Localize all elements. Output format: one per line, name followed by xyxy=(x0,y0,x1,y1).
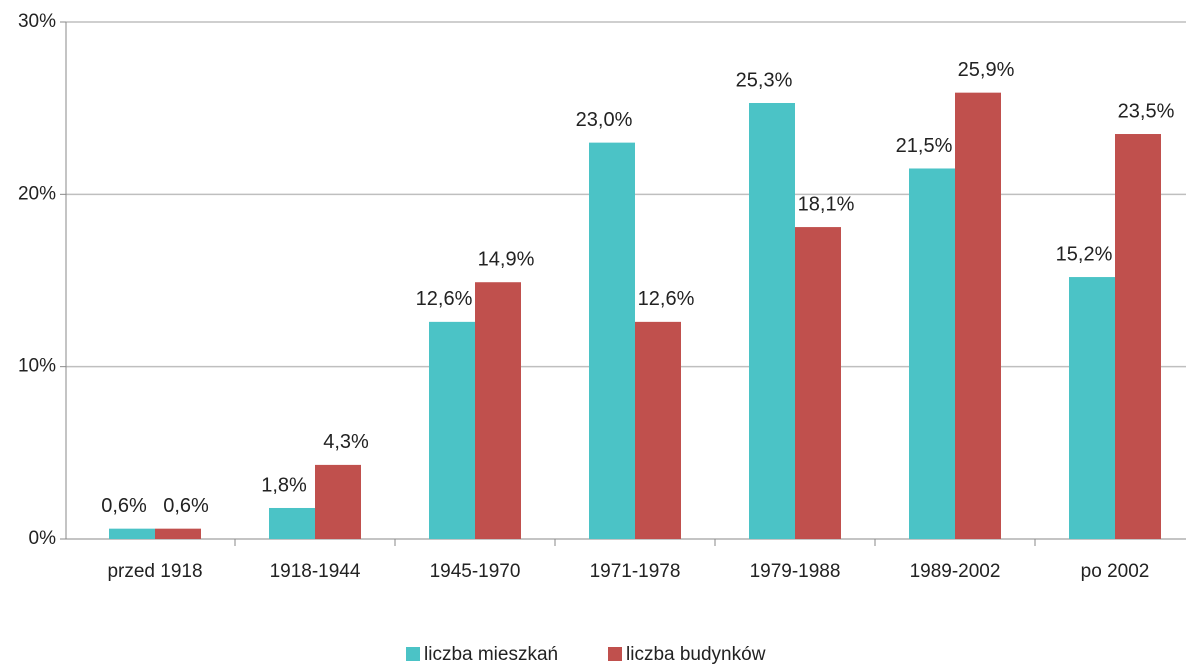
bar xyxy=(155,528,201,539)
bar xyxy=(429,321,475,539)
value-label: 21,5% xyxy=(896,135,953,157)
value-label: 12,6% xyxy=(416,288,473,310)
bar xyxy=(269,507,315,539)
x-tick-label: 1945-1970 xyxy=(430,561,521,582)
x-tick-label: po 2002 xyxy=(1081,561,1150,582)
value-label: 15,2% xyxy=(1056,243,1113,265)
value-label: 18,1% xyxy=(798,193,855,215)
bar xyxy=(109,528,155,539)
x-tick-label: 1979-1988 xyxy=(750,561,841,582)
y-tick-label: 10% xyxy=(18,356,56,377)
value-label: 25,9% xyxy=(958,59,1015,81)
bar xyxy=(315,464,361,539)
legend-label: liczba budynków xyxy=(626,644,766,664)
y-tick-label: 20% xyxy=(18,183,56,204)
x-tick-label: 1971-1978 xyxy=(590,561,681,582)
legend-swatch xyxy=(406,647,420,661)
value-label: 4,3% xyxy=(323,431,369,453)
bar xyxy=(475,282,521,539)
x-tick-label: przed 1918 xyxy=(107,561,202,582)
y-tick-label: 30% xyxy=(18,11,56,32)
value-label: 23,5% xyxy=(1118,100,1175,122)
value-label: 0,6% xyxy=(163,495,209,517)
value-label: 1,8% xyxy=(261,474,307,496)
bar xyxy=(1115,134,1161,539)
x-tick-label: 1989-2002 xyxy=(910,561,1001,582)
y-tick-label: 0% xyxy=(29,528,57,549)
bar xyxy=(589,142,635,539)
legend: liczba mieszkań liczba budynków xyxy=(406,644,766,664)
bar xyxy=(795,227,841,539)
bar xyxy=(635,321,681,539)
bar xyxy=(909,168,955,539)
bar xyxy=(955,92,1001,539)
bar xyxy=(1069,277,1115,539)
value-label: 12,6% xyxy=(638,288,695,310)
legend-label: liczba mieszkań xyxy=(424,644,558,664)
legend-swatch xyxy=(608,647,622,661)
bar xyxy=(749,102,795,539)
value-label: 14,9% xyxy=(478,249,535,271)
value-label: 23,0% xyxy=(576,109,633,131)
x-tick-label: 1918-1944 xyxy=(270,561,361,582)
value-label: 25,3% xyxy=(736,69,793,91)
value-label: 0,6% xyxy=(101,495,147,517)
